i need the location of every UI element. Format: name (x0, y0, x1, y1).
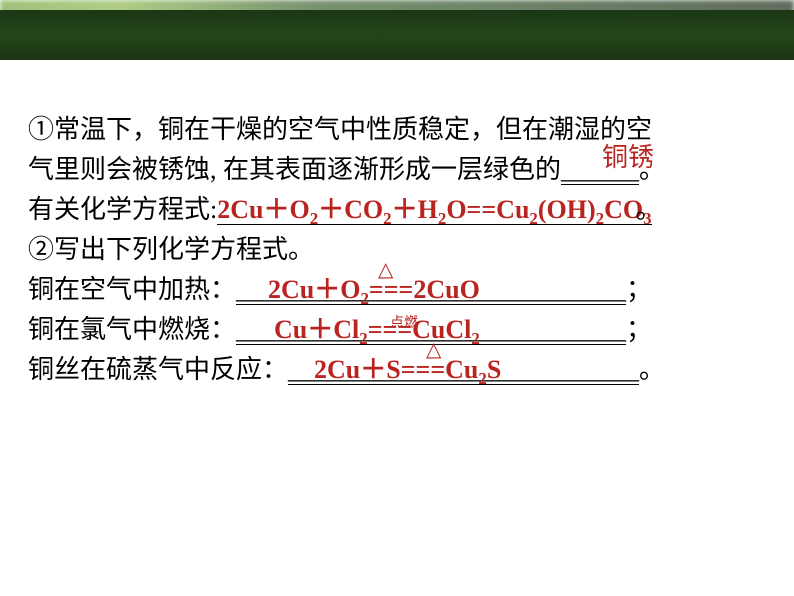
text-1b-prefix: 气里则会被锈蚀, 在其表面逐渐形成一层绿色的 (28, 155, 561, 184)
triangle-icon-2: △ (426, 330, 441, 370)
line-2: 有关化学方程式:2Cu＋O2＋CO2＋H2O==Cu2(OH)2CO3。 (28, 190, 768, 230)
triangle-icon-1: △ (378, 250, 393, 290)
line-3: ②写出下列化学方程式。 (28, 230, 768, 270)
header-underline (0, 60, 794, 63)
text-2-prefix: 有关化学方程式: (28, 195, 217, 224)
text-6-suffix: 。 (639, 355, 665, 384)
line-1b: 气里则会被锈蚀, 在其表面逐渐形成一层绿色的______。 铜锈 (28, 150, 768, 190)
text-1a: ①常温下，铜在干燥的空气中性质稳定，但在潮湿的空 (28, 115, 652, 144)
equation-5: Cu＋Cl2===CuCl2 (274, 310, 480, 350)
text-3: ②写出下列化学方程式。 (28, 235, 314, 264)
dianran-label: 点燃 (390, 304, 418, 344)
equation-6: 2Cu＋S===Cu2S (314, 350, 501, 390)
text-6-prefix: 铜丝在硫蒸气中反应： (28, 355, 288, 384)
equation-4: 2Cu＋O2===2CuO (268, 270, 480, 310)
line-6: 铜丝在硫蒸气中反应：___________________________。 2… (28, 350, 768, 390)
text-4-suffix: ； (626, 275, 652, 304)
text-4-prefix: 铜在空气中加热： (28, 275, 236, 304)
answer-1: 铜锈 (602, 138, 654, 178)
equation-main: 2Cu＋O2＋CO2＋H2O==Cu2(OH)2CO3 (217, 195, 651, 225)
header-dark-band (0, 10, 794, 60)
text-5-suffix: ； (626, 315, 652, 344)
line-1a: ①常温下，铜在干燥的空气中性质稳定，但在潮湿的空 (28, 110, 768, 150)
text-5-prefix: 铜在氯气中燃烧： (28, 315, 236, 344)
header-banner (0, 0, 794, 62)
slide-content: ①常温下，铜在干燥的空气中性质稳定，但在潮湿的空 气里则会被锈蚀, 在其表面逐渐… (28, 110, 768, 390)
text-2-suffix: 。 (636, 195, 662, 224)
line-5: 铜在氯气中燃烧：______________________________； … (28, 310, 768, 350)
